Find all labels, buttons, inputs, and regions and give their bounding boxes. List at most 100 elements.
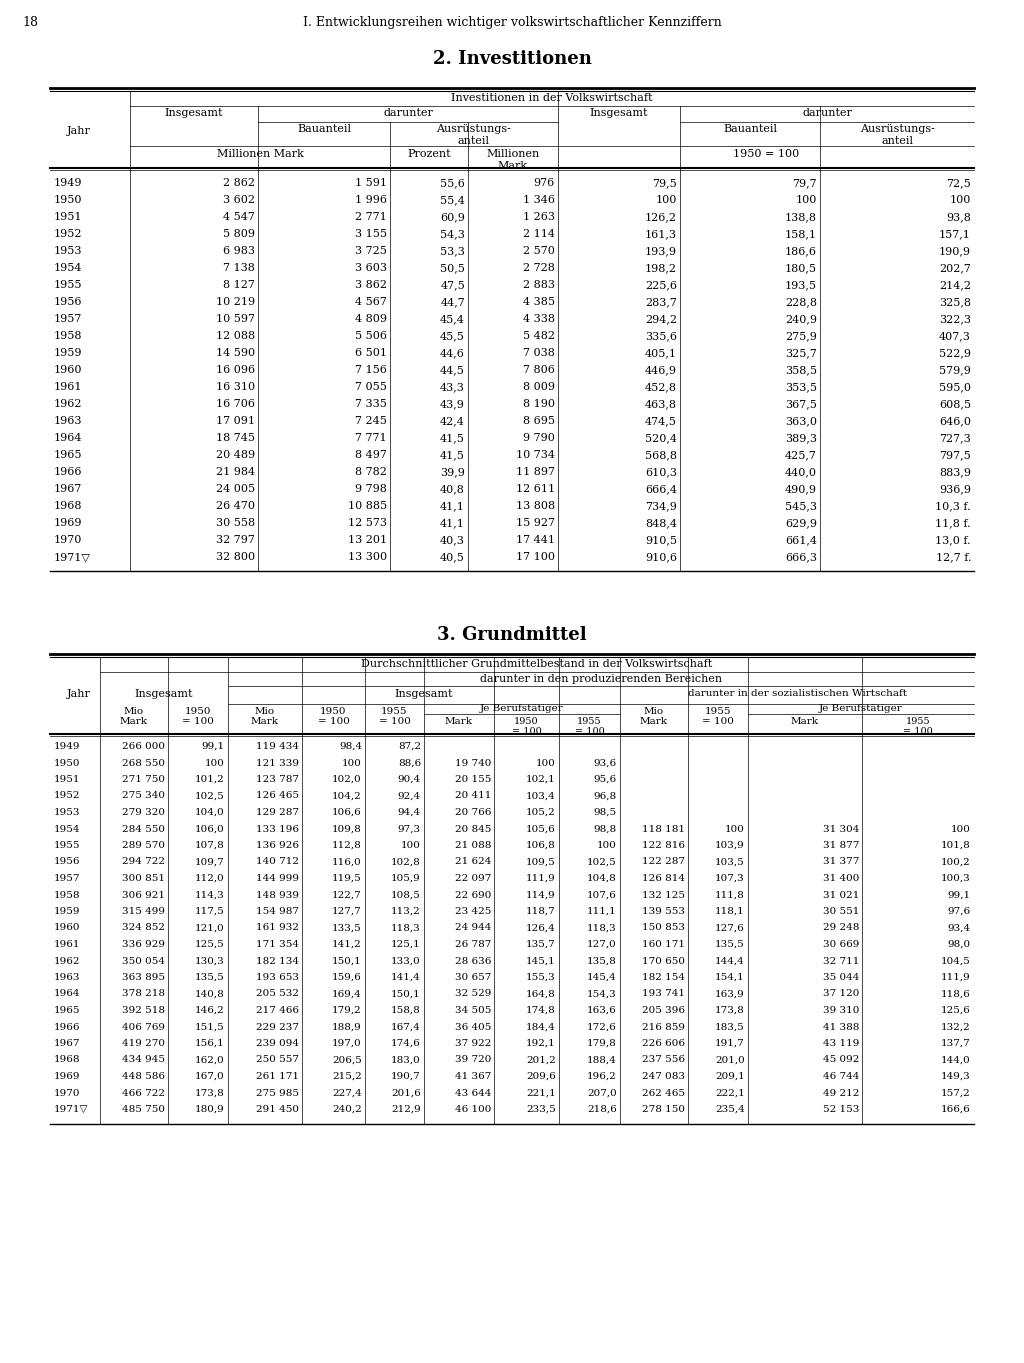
Text: 7 156: 7 156 <box>355 365 387 375</box>
Text: 1967: 1967 <box>54 1039 81 1048</box>
Text: 1 263: 1 263 <box>523 213 555 222</box>
Text: 18 745: 18 745 <box>216 433 255 443</box>
Text: 7 245: 7 245 <box>355 416 387 427</box>
Text: 1963: 1963 <box>54 416 83 427</box>
Text: 217 466: 217 466 <box>256 1006 299 1015</box>
Text: 1963: 1963 <box>54 973 81 981</box>
Text: 18: 18 <box>22 16 38 29</box>
Text: 474,5: 474,5 <box>645 416 677 427</box>
Text: 5 506: 5 506 <box>355 331 387 341</box>
Text: 275,9: 275,9 <box>785 331 817 341</box>
Text: 141,2: 141,2 <box>332 940 362 949</box>
Text: 545,3: 545,3 <box>785 502 817 511</box>
Text: 30 558: 30 558 <box>216 518 255 527</box>
Text: 8 497: 8 497 <box>355 450 387 459</box>
Text: 608,5: 608,5 <box>939 399 971 409</box>
Text: 72,5: 72,5 <box>946 179 971 188</box>
Text: 5 482: 5 482 <box>523 331 555 341</box>
Text: 3. Grundmittel: 3. Grundmittel <box>437 626 587 643</box>
Text: 363,0: 363,0 <box>785 416 817 427</box>
Text: 306 921: 306 921 <box>122 890 165 900</box>
Text: 12 573: 12 573 <box>348 518 387 527</box>
Text: 646,0: 646,0 <box>939 416 971 427</box>
Text: 1958: 1958 <box>54 331 83 341</box>
Text: 1959: 1959 <box>54 906 81 916</box>
Text: 407,3: 407,3 <box>939 331 971 341</box>
Text: Ausrüstungs-
anteil: Ausrüstungs- anteil <box>436 124 511 146</box>
Text: 111,1: 111,1 <box>587 906 617 916</box>
Text: 179,8: 179,8 <box>587 1039 617 1048</box>
Text: 140,8: 140,8 <box>196 990 225 999</box>
Text: 23 425: 23 425 <box>455 906 490 916</box>
Text: 1956: 1956 <box>54 857 81 867</box>
Text: 1951: 1951 <box>54 213 83 222</box>
Text: 188,4: 188,4 <box>587 1055 617 1065</box>
Text: Je Berufstätiger: Je Berufstätiger <box>480 705 564 713</box>
Text: 88,6: 88,6 <box>398 758 421 767</box>
Text: 125,1: 125,1 <box>391 940 421 949</box>
Text: 209,1: 209,1 <box>715 1073 745 1081</box>
Text: 289 570: 289 570 <box>122 841 165 851</box>
Text: 16 310: 16 310 <box>216 382 255 393</box>
Text: 108,5: 108,5 <box>391 890 421 900</box>
Text: 102,5: 102,5 <box>196 792 225 800</box>
Text: 39 310: 39 310 <box>822 1006 859 1015</box>
Text: 335,6: 335,6 <box>645 331 677 341</box>
Text: 118,6: 118,6 <box>941 990 971 999</box>
Text: 490,9: 490,9 <box>785 484 817 493</box>
Text: 44,6: 44,6 <box>440 348 465 358</box>
Text: 55,6: 55,6 <box>440 179 465 188</box>
Text: 21 984: 21 984 <box>216 468 255 477</box>
Text: 1969: 1969 <box>54 1073 81 1081</box>
Text: 133,0: 133,0 <box>391 957 421 965</box>
Text: 114,9: 114,9 <box>526 890 556 900</box>
Text: 1964: 1964 <box>54 433 83 443</box>
Text: 164,8: 164,8 <box>526 990 556 999</box>
Text: 240,9: 240,9 <box>785 313 817 324</box>
Text: 1952: 1952 <box>54 792 81 800</box>
Text: 1955
= 100: 1955 = 100 <box>574 717 604 736</box>
Text: Mio
Mark: Mio Mark <box>251 707 279 726</box>
Text: 43,3: 43,3 <box>440 382 465 393</box>
Text: 1949: 1949 <box>54 741 81 751</box>
Text: 98,8: 98,8 <box>594 825 617 834</box>
Text: 32 529: 32 529 <box>455 990 490 999</box>
Text: 17 441: 17 441 <box>516 536 555 545</box>
Text: 184,4: 184,4 <box>526 1022 556 1032</box>
Text: 150,1: 150,1 <box>391 990 421 999</box>
Text: 104,5: 104,5 <box>941 957 971 965</box>
Text: 1962: 1962 <box>54 957 81 965</box>
Text: 3 862: 3 862 <box>355 279 387 290</box>
Text: 136 926: 136 926 <box>256 841 299 851</box>
Text: 118,3: 118,3 <box>391 924 421 932</box>
Text: 1959: 1959 <box>54 348 83 358</box>
Text: 100: 100 <box>342 758 362 767</box>
Text: 41 388: 41 388 <box>822 1022 859 1032</box>
Text: 1966: 1966 <box>54 468 83 477</box>
Text: 172,6: 172,6 <box>587 1022 617 1032</box>
Text: 116,0: 116,0 <box>332 857 362 867</box>
Text: 520,4: 520,4 <box>645 433 677 443</box>
Text: 610,3: 610,3 <box>645 468 677 477</box>
Text: 228,8: 228,8 <box>785 297 817 307</box>
Text: 3 603: 3 603 <box>355 263 387 273</box>
Text: 12 611: 12 611 <box>516 484 555 493</box>
Text: 661,4: 661,4 <box>785 536 817 545</box>
Text: 122 287: 122 287 <box>642 857 685 867</box>
Text: 93,4: 93,4 <box>948 924 971 932</box>
Text: Investitionen in der Volkswirtschaft: Investitionen in der Volkswirtschaft <box>452 93 652 104</box>
Text: 1955
= 100: 1955 = 100 <box>379 707 411 726</box>
Text: 193,5: 193,5 <box>785 279 817 290</box>
Text: 105,9: 105,9 <box>391 874 421 883</box>
Text: 109,8: 109,8 <box>332 825 362 834</box>
Text: 848,4: 848,4 <box>645 518 677 527</box>
Text: 4 567: 4 567 <box>355 297 387 307</box>
Text: 193,9: 193,9 <box>645 245 677 256</box>
Text: 100: 100 <box>401 841 421 851</box>
Text: 197,0: 197,0 <box>332 1039 362 1048</box>
Text: 107,3: 107,3 <box>715 874 745 883</box>
Text: 31 021: 31 021 <box>822 890 859 900</box>
Text: 1970: 1970 <box>54 1089 81 1097</box>
Text: 190,9: 190,9 <box>939 245 971 256</box>
Text: 1950: 1950 <box>54 758 81 767</box>
